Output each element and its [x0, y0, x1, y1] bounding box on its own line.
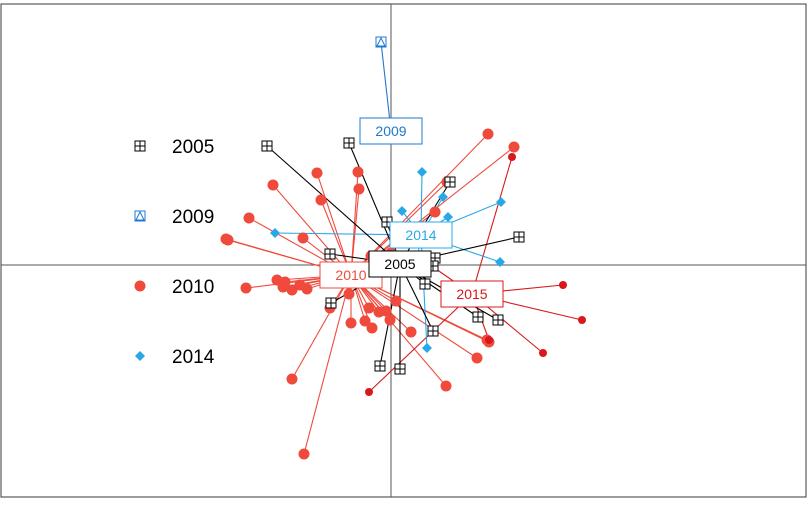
legend-label-2009: 2009 [172, 207, 214, 228]
point-2010-5 [311, 167, 323, 179]
point-2014-0 [270, 228, 280, 238]
point-2005-4 [513, 231, 525, 243]
point-2010-23 [298, 448, 310, 460]
legend-marker-2005 [134, 140, 146, 152]
point-2010-8 [220, 233, 232, 245]
point-2005-7 [427, 325, 439, 337]
centroid-text-2015: 2015 [456, 286, 487, 302]
point-2010-7 [352, 166, 364, 178]
point-2010-25 [271, 274, 283, 286]
centroid-label-2005: 2005 [368, 250, 432, 278]
point-2015-0 [559, 281, 567, 289]
point-2010-2 [297, 232, 309, 244]
spoke-2005-0 [266, 145, 401, 265]
point-2005-9 [492, 314, 504, 326]
point-2014-6 [495, 257, 505, 267]
point-2010-34 [429, 206, 441, 218]
point-2014-7 [422, 343, 432, 353]
point-2010-13 [301, 283, 313, 295]
point-2010-6 [353, 183, 365, 195]
legend-item-2009: 2009 [134, 207, 214, 228]
centroid-text-2014: 2014 [405, 227, 436, 243]
centroid-text-2005: 2005 [384, 256, 415, 272]
point-2010-24 [240, 282, 252, 294]
legend-label-2005: 2005 [172, 137, 214, 158]
point-2005-6 [325, 297, 337, 309]
point-2005-8 [472, 311, 484, 323]
point-2010-16 [345, 317, 357, 329]
point-2010-37 [384, 314, 396, 326]
point-2010-19 [380, 305, 392, 317]
point-2005-1 [343, 137, 355, 149]
legend-label-2014: 2014 [172, 347, 215, 368]
point-2014-2 [397, 206, 407, 216]
legend-marker-2014 [135, 351, 145, 361]
spoke-2015-4 [471, 156, 513, 295]
point-2005-11 [394, 363, 406, 375]
point-2014-3 [438, 192, 448, 202]
legend-item-2005: 2005 [134, 137, 214, 158]
point-2010-27 [405, 326, 417, 338]
centroid-labels: 2010 2015 2014 2009 2005 [319, 117, 504, 308]
point-2005-12 [419, 278, 431, 290]
point-2015-3 [485, 336, 493, 344]
centroid-label-2009: 2009 [359, 117, 423, 145]
centroid-text-2009: 2009 [375, 123, 406, 139]
point-2010-17 [359, 315, 371, 327]
point-2010-21 [366, 322, 378, 334]
point-2014-5 [496, 197, 506, 207]
point-2015-1 [578, 316, 586, 324]
point-2015-2 [539, 349, 547, 357]
legend-label-2010: 2010 [172, 277, 214, 298]
point-2005-0 [261, 140, 273, 152]
spoke-2010-5 [316, 172, 352, 276]
point-2015-5 [365, 388, 373, 396]
spoke-2010-22 [291, 274, 352, 380]
legend-item-2014: 2014 [135, 347, 215, 368]
legend-marker-2009 [134, 210, 146, 222]
centroid-label-2014: 2014 [389, 221, 453, 249]
legend: 2005 2009 2010 2014 [134, 137, 215, 368]
spoke-2010-23 [303, 274, 352, 455]
point-2005-2 [444, 176, 456, 188]
point-2010-32 [482, 128, 494, 140]
point-2010-20 [363, 302, 375, 314]
point-2010-3 [267, 179, 279, 191]
centroid-text-2010: 2010 [335, 267, 366, 283]
point-2010-1 [243, 212, 255, 224]
legend-item-2010: 2010 [134, 277, 214, 298]
point-2014-1 [417, 167, 427, 177]
legend-marker-2010 [134, 280, 146, 292]
point-2005-5 [324, 248, 336, 260]
point-2010-29 [471, 352, 483, 364]
point-2010-4 [315, 194, 327, 206]
point-2015-4 [508, 153, 516, 161]
spoke-2010-29 [350, 274, 478, 359]
point-2010-22 [286, 373, 298, 385]
point-2010-26 [390, 295, 402, 307]
point-2010-28 [440, 380, 452, 392]
point-2009-0 [375, 36, 387, 48]
spoke-2009-0 [380, 41, 392, 132]
point-2010-31 [508, 141, 520, 153]
point-2010-9 [286, 284, 298, 296]
spoke-2015-5 [368, 293, 473, 393]
point-2010-15 [343, 288, 355, 300]
centroid-label-2015: 2015 [440, 280, 504, 308]
point-2005-10 [374, 360, 386, 372]
spoke-2010-3 [272, 184, 352, 276]
point-2014-4 [443, 212, 453, 222]
